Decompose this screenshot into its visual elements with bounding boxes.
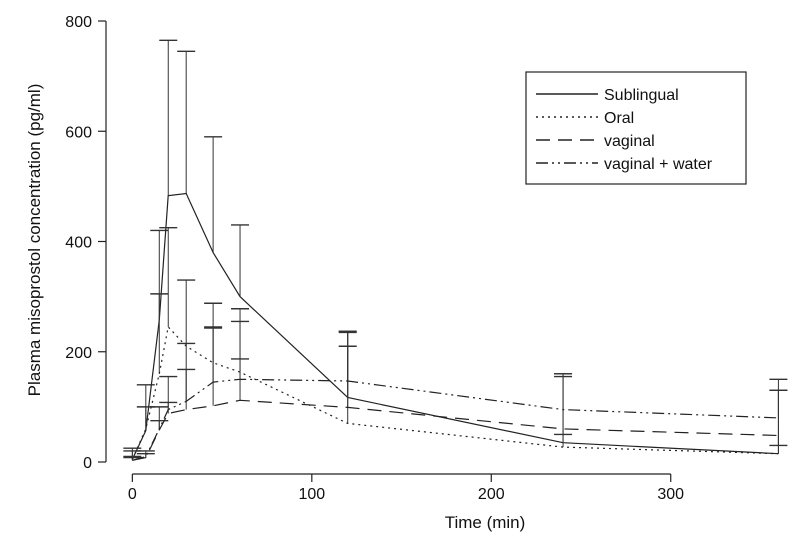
axes: 0 100 200 300 0 200 400 600 800: [65, 14, 684, 503]
y-tick-label: 200: [65, 345, 92, 362]
legend-box: [525, 71, 747, 185]
x-tick-label: 0: [128, 486, 137, 503]
line-oral: [131, 325, 779, 460]
legend-label-sublingual: Sublingual: [604, 87, 679, 104]
series-vaginal: [123, 320, 788, 461]
legend-label-vaginal: vaginal: [604, 133, 655, 150]
legend: Sublingual Oral vaginal vaginal + water: [525, 71, 747, 185]
line-vaginal-water: [132, 378, 779, 461]
series-layer: [123, 39, 788, 461]
x-tick-label: 100: [298, 486, 325, 503]
series-oral: [123, 227, 788, 460]
line-sublingual: [131, 192, 779, 460]
y-tick-label: 800: [65, 14, 92, 31]
y-tick-label: 600: [65, 124, 92, 141]
y-axis-label: Plasma misoprostol concentration (pg/ml): [25, 84, 44, 397]
legend-label-oral: Oral: [604, 110, 634, 127]
legend-label-vaginal-water: vaginal + water: [604, 156, 713, 173]
y-tick-label: 0: [83, 455, 92, 472]
x-axis-label: Time (min): [445, 513, 526, 532]
y-tick-label: 400: [65, 235, 92, 252]
series-vaginal-water: [123, 326, 788, 461]
x-tick-label: 300: [657, 486, 684, 503]
x-tick-label: 200: [478, 486, 505, 503]
